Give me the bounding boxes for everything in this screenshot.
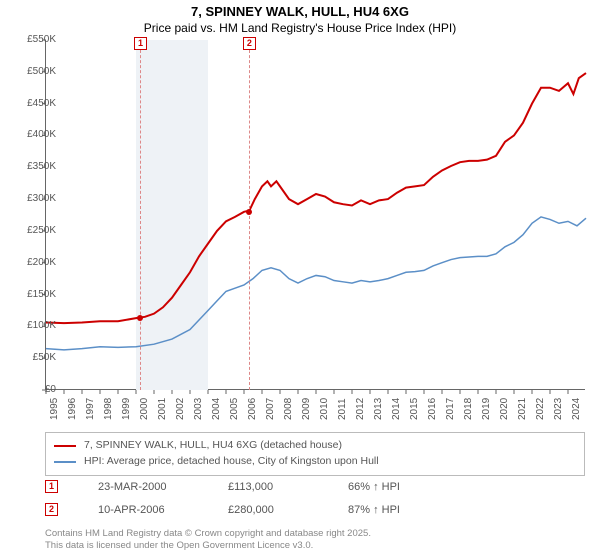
sale-marker-1: 1 xyxy=(45,480,58,493)
x-tick-label: 2023 xyxy=(553,398,564,420)
x-tick-label: 2018 xyxy=(463,398,474,420)
x-tick-label: 2009 xyxy=(301,398,312,420)
y-tick-label: £50K xyxy=(16,352,56,363)
copyright: Contains HM Land Registry data © Crown c… xyxy=(45,528,371,552)
legend-label-property: 7, SPINNEY WALK, HULL, HU4 6XG (detached… xyxy=(84,438,342,454)
x-tick-label: 2012 xyxy=(355,398,366,420)
chart-marker-1: 1 xyxy=(134,37,147,50)
sale-price-2: £280,000 xyxy=(228,504,348,516)
chart-plot-area: 12 xyxy=(45,40,585,390)
chart-marker-2: 2 xyxy=(243,37,256,50)
x-tick-label: 2001 xyxy=(157,398,168,420)
x-tick-label: 1999 xyxy=(121,398,132,420)
x-tick-label: 2014 xyxy=(391,398,402,420)
series-property xyxy=(46,73,586,323)
x-tick-label: 2017 xyxy=(445,398,456,420)
x-tick-label: 2006 xyxy=(247,398,258,420)
sale-date-1: 23-MAR-2000 xyxy=(98,481,228,493)
sale-dot xyxy=(246,209,252,215)
y-tick-label: £300K xyxy=(16,193,56,204)
series-hpi xyxy=(46,217,586,350)
legend-row-hpi: HPI: Average price, detached house, City… xyxy=(54,454,576,470)
y-tick-label: £400K xyxy=(16,129,56,140)
y-tick-label: £450K xyxy=(16,98,56,109)
y-tick-label: £350K xyxy=(16,161,56,172)
y-tick-label: £550K xyxy=(16,34,56,45)
sale-date-2: 10-APR-2006 xyxy=(98,504,228,516)
y-tick-label: £250K xyxy=(16,225,56,236)
sale-marker-2: 2 xyxy=(45,503,58,516)
legend-swatch-hpi xyxy=(54,461,76,463)
x-tick-label: 2019 xyxy=(481,398,492,420)
sale-row-2: 2 10-APR-2006 £280,000 87% ↑ HPI xyxy=(45,503,585,516)
chart-title: 7, SPINNEY WALK, HULL, HU4 6XG xyxy=(0,0,600,21)
x-tick-label: 2010 xyxy=(319,398,330,420)
x-tick-label: 2022 xyxy=(535,398,546,420)
x-tick-label: 2015 xyxy=(409,398,420,420)
y-tick-label: £500K xyxy=(16,66,56,77)
x-tick-label: 2008 xyxy=(283,398,294,420)
x-tick-label: 2021 xyxy=(517,398,528,420)
y-tick-label: £200K xyxy=(16,257,56,268)
x-tick-label: 1996 xyxy=(67,398,78,420)
copyright-line-1: Contains HM Land Registry data © Crown c… xyxy=(45,528,371,540)
legend-row-property: 7, SPINNEY WALK, HULL, HU4 6XG (detached… xyxy=(54,438,576,454)
x-tick-label: 2004 xyxy=(211,398,222,420)
x-tick-label: 1997 xyxy=(85,398,96,420)
sale-price-1: £113,000 xyxy=(228,481,348,493)
x-tick-label: 1998 xyxy=(103,398,114,420)
x-tick-label: 2002 xyxy=(175,398,186,420)
sale-dot xyxy=(137,315,143,321)
legend-swatch-property xyxy=(54,445,76,448)
copyright-line-2: This data is licensed under the Open Gov… xyxy=(45,540,371,552)
y-tick-label: £100K xyxy=(16,320,56,331)
x-tick-label: 2024 xyxy=(571,398,582,420)
x-tick-label: 2016 xyxy=(427,398,438,420)
x-tick-label: 1995 xyxy=(49,398,60,420)
x-tick-label: 2007 xyxy=(265,398,276,420)
x-tick-label: 2011 xyxy=(337,398,348,420)
sale-vs-1: 66% ↑ HPI xyxy=(348,481,400,493)
sale-vs-2: 87% ↑ HPI xyxy=(348,504,400,516)
y-tick-label: £150K xyxy=(16,289,56,300)
y-tick-label: £0 xyxy=(16,384,56,395)
legend: 7, SPINNEY WALK, HULL, HU4 6XG (detached… xyxy=(45,432,585,476)
sale-row-1: 1 23-MAR-2000 £113,000 66% ↑ HPI xyxy=(45,480,585,493)
x-tick-label: 2000 xyxy=(139,398,150,420)
x-tick-label: 2013 xyxy=(373,398,384,420)
legend-label-hpi: HPI: Average price, detached house, City… xyxy=(84,454,379,470)
chart-svg xyxy=(46,40,586,390)
x-tick-label: 2003 xyxy=(193,398,204,420)
x-tick-label: 2020 xyxy=(499,398,510,420)
chart-subtitle: Price paid vs. HM Land Registry's House … xyxy=(0,21,600,35)
x-tick-label: 2005 xyxy=(229,398,240,420)
